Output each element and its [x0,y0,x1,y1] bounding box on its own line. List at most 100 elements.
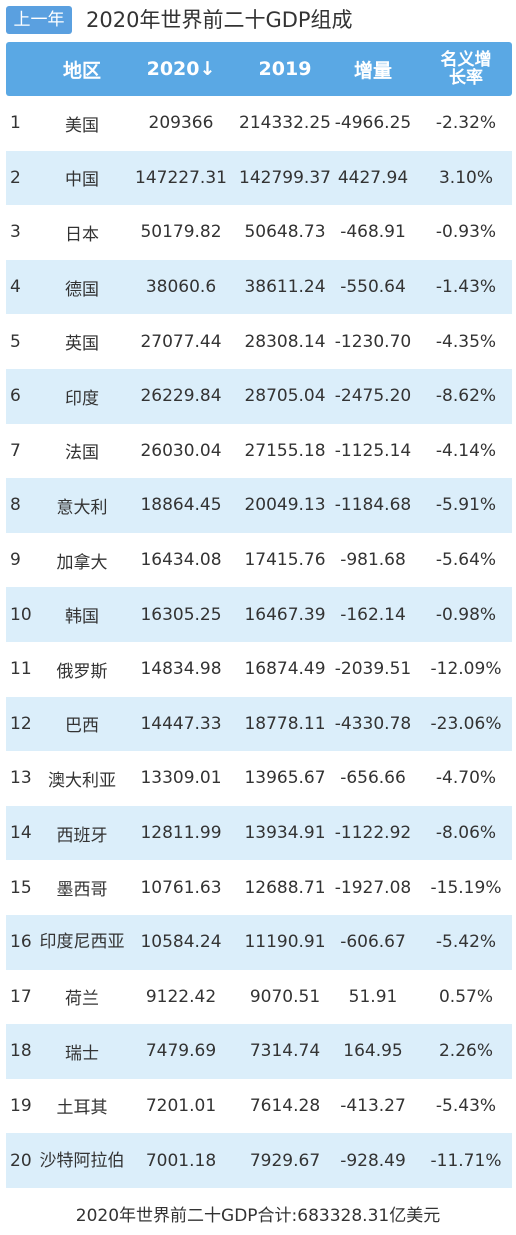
column-header-2019[interactable]: 2019 [258,58,312,80]
gdp-table: 地区 2020↓ 2019 增量 名义增长率 1 美国 209366 214332.2… [6,42,512,1188]
growth-rate-cell: -5.42% [435,932,497,953]
region-cell: 日本 [65,224,99,245]
region-cell: 英国 [65,334,99,355]
region-cell: 德国 [65,279,99,300]
table-row: 2 中国 147227.31 142799.37 4427.94 3.10% [6,150,512,206]
rank-cell: 9 [10,550,21,571]
gdp-2020-cell: 18864.45 [140,495,222,516]
gdp-2020-cell: 209366 [148,113,214,134]
region-cell: 沙特阿拉伯 [39,1150,125,1171]
gdp-2020-cell: 26229.84 [140,386,222,407]
growth-rate-cell: -0.93% [435,222,497,243]
rank-cell: 13 [10,768,32,789]
increase-cell: -2039.51 [334,659,412,680]
region-cell: 美国 [65,115,99,136]
column-header-2020[interactable]: 2020↓ [146,58,216,80]
gdp-2019-cell: 142799.37 [239,167,331,188]
table-body: 1 美国 209366 214332.25 -4966.25 -2.32% 2 中国 14722… [6,96,512,1188]
rank-cell: 17 [10,986,32,1007]
region-cell: 法国 [65,443,99,464]
growth-rate-cell: -8.62% [435,386,497,407]
region-cell: 印度 [65,388,99,409]
total-footer: 2020年世界前二十GDP合计:683328.31亿美元 [0,1198,516,1235]
region-cell: 俄罗斯 [56,661,108,682]
region-cell: 土耳其 [56,1098,108,1119]
growth-rate-cell: -1.43% [435,277,497,298]
gdp-2020-cell: 10584.24 [140,932,222,953]
top-bar: 上一年 2020年世界前二十GDP组成 [0,0,516,40]
table-row: 18 瑞士 7479.69 7314.74 164.95 2.26% [6,1024,512,1079]
gdp-2019-cell: 9070.51 [249,986,321,1007]
growth-rate-cell: -5.64% [435,550,497,571]
rank-cell: 6 [10,386,21,407]
column-header-nominal-growth[interactable]: 名义增长率 [440,50,492,88]
increase-cell: 51.91 [348,986,398,1007]
growth-rate-cell: 2.26% [438,1041,493,1062]
previous-year-button[interactable]: 上一年 [6,6,72,34]
growth-rate-cell: -11.71% [430,1150,502,1171]
growth-rate-cell: 3.10% [438,167,493,188]
gdp-2020-cell: 9122.42 [145,986,217,1007]
region-cell: 荷兰 [65,989,99,1010]
growth-rate-cell: -4.70% [435,768,497,789]
region-cell: 韩国 [65,607,99,628]
increase-cell: -981.68 [340,550,406,571]
growth-rate-cell: -23.06% [430,713,502,734]
page-title: 2020年世界前二十GDP组成 [86,8,353,32]
increase-cell: -928.49 [340,1150,406,1171]
increase-cell: -4966.25 [334,113,412,134]
table-row: 1 美国 209366 214332.25 -4966.25 -2.32% [6,96,512,151]
gdp-2020-cell: 7201.01 [145,1095,217,1116]
region-cell: 印度尼西亚 [39,932,125,953]
increase-cell: -1184.68 [334,495,412,516]
increase-cell: -2475.20 [334,386,412,407]
table-row: 7 法国 26030.04 27155.18 -1125.14 -4.14% [6,424,512,479]
gdp-2019-cell: 20049.13 [244,495,326,516]
region-cell: 澳大利亚 [48,770,116,791]
gdp-2019-cell: 28308.14 [244,331,326,352]
region-cell: 意大利 [56,497,108,518]
rank-cell: 7 [10,440,21,461]
gdp-2020-cell: 50179.82 [140,222,222,243]
rank-cell: 1 [10,113,21,134]
column-header-increase[interactable]: 增量 [353,59,392,82]
table-row: 19 土耳其 7201.01 7614.28 -413.27 -5.43% [6,1079,512,1134]
growth-rate-cell: 0.57% [438,986,493,1007]
rank-cell: 4 [10,277,21,298]
gdp-2019-cell: 7929.67 [249,1150,321,1171]
gdp-2019-cell: 13934.91 [244,823,326,844]
table-row: 16 印度尼西亚 10584.24 11190.91 -606.67 -5.42% [6,914,512,970]
gdp-2020-cell: 38060.6 [145,277,217,298]
column-header-region[interactable]: 地区 [62,59,101,82]
gdp-2019-cell: 12688.71 [244,877,326,898]
region-cell: 瑞士 [65,1043,99,1064]
gdp-2019-cell: 17415.76 [244,550,326,571]
rank-cell: 16 [10,932,32,953]
gdp-2019-cell: 50648.73 [244,222,326,243]
gdp-2020-cell: 26030.04 [140,440,222,461]
increase-cell: -468.91 [340,222,406,243]
table-row: 6 印度 26229.84 28705.04 -2475.20 -8.62% [6,368,512,424]
increase-cell: -1122.92 [334,823,412,844]
region-cell: 巴西 [65,716,99,737]
table-row: 9 加拿大 16434.08 17415.76 -981.68 -5.64% [6,533,512,588]
rank-cell: 3 [10,222,21,243]
table-row: 13 澳大利亚 13309.01 13965.67 -656.66 -4.70% [6,751,512,806]
gdp-2020-cell: 147227.31 [135,167,227,188]
increase-cell: 164.95 [343,1041,403,1062]
rank-cell: 14 [10,823,32,844]
gdp-2020-cell: 27077.44 [140,331,222,352]
rank-cell: 18 [10,1041,32,1062]
rank-cell: 15 [10,877,32,898]
gdp-2019-cell: 214332.25 [239,113,331,134]
table-row: 12 巴西 14447.33 18778.11 -4330.78 -23.06% [6,696,512,752]
table-row: 10 韩国 16305.25 16467.39 -162.14 -0.98% [6,587,512,642]
rank-cell: 20 [10,1150,32,1171]
increase-cell: 4427.94 [337,167,409,188]
gdp-2019-cell: 38611.24 [244,277,326,298]
region-cell: 中国 [65,170,99,191]
table-row: 5 英国 27077.44 28308.14 -1230.70 -4.35% [6,314,512,369]
table-header: 地区 2020↓ 2019 增量 名义增长率 [6,42,512,96]
region-cell: 墨西哥 [56,880,108,901]
gdp-2019-cell: 27155.18 [244,440,326,461]
